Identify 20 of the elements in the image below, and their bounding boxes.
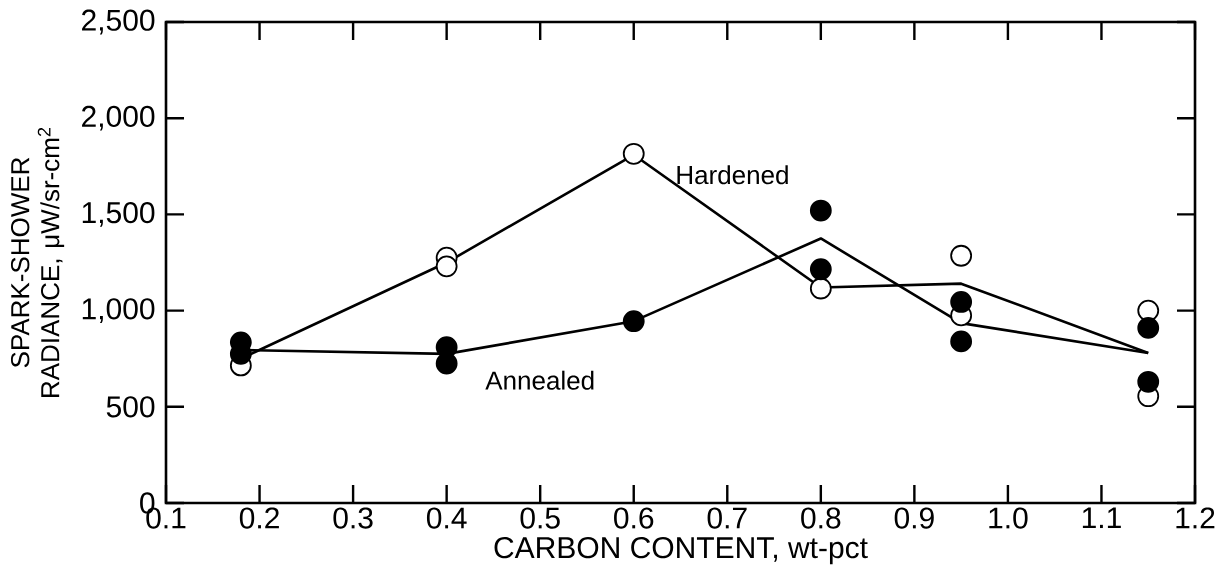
x-tick-label: 1.2 bbox=[1176, 507, 1215, 529]
x-tick-label: 0.2 bbox=[239, 507, 279, 529]
y-tick-label: 500 bbox=[106, 396, 155, 418]
x-tick-label: 0.4 bbox=[426, 507, 467, 529]
x-tick-label: 0.6 bbox=[614, 507, 654, 529]
y-axis-title: SPARK-SHOWER RADIANCE, μW/sr-cm$^{2}$ bbox=[10, 127, 65, 397]
y-tick-label: 2,500 bbox=[82, 9, 155, 35]
y-tick-label: 2,000 bbox=[82, 105, 155, 131]
y-tick-label: 1,500 bbox=[82, 202, 155, 227]
x-tick-label: 0.3 bbox=[333, 507, 373, 529]
x-tick-label: 1.0 bbox=[989, 507, 1028, 529]
x-tick-label: 0.5 bbox=[520, 507, 560, 529]
x-axis-title: CARBON CONTENT, wt-pct bbox=[494, 537, 868, 565]
x-tick-label: 0.7 bbox=[707, 507, 747, 529]
y-tick-label: 1,000 bbox=[82, 298, 155, 323]
series-label: Hardened bbox=[677, 165, 788, 185]
x-tick-label: 1.1 bbox=[1082, 507, 1121, 529]
x-tick-label: 0.8 bbox=[801, 507, 841, 529]
x-tick-label: 0.9 bbox=[894, 507, 934, 529]
series-label: Annealed bbox=[485, 370, 594, 390]
